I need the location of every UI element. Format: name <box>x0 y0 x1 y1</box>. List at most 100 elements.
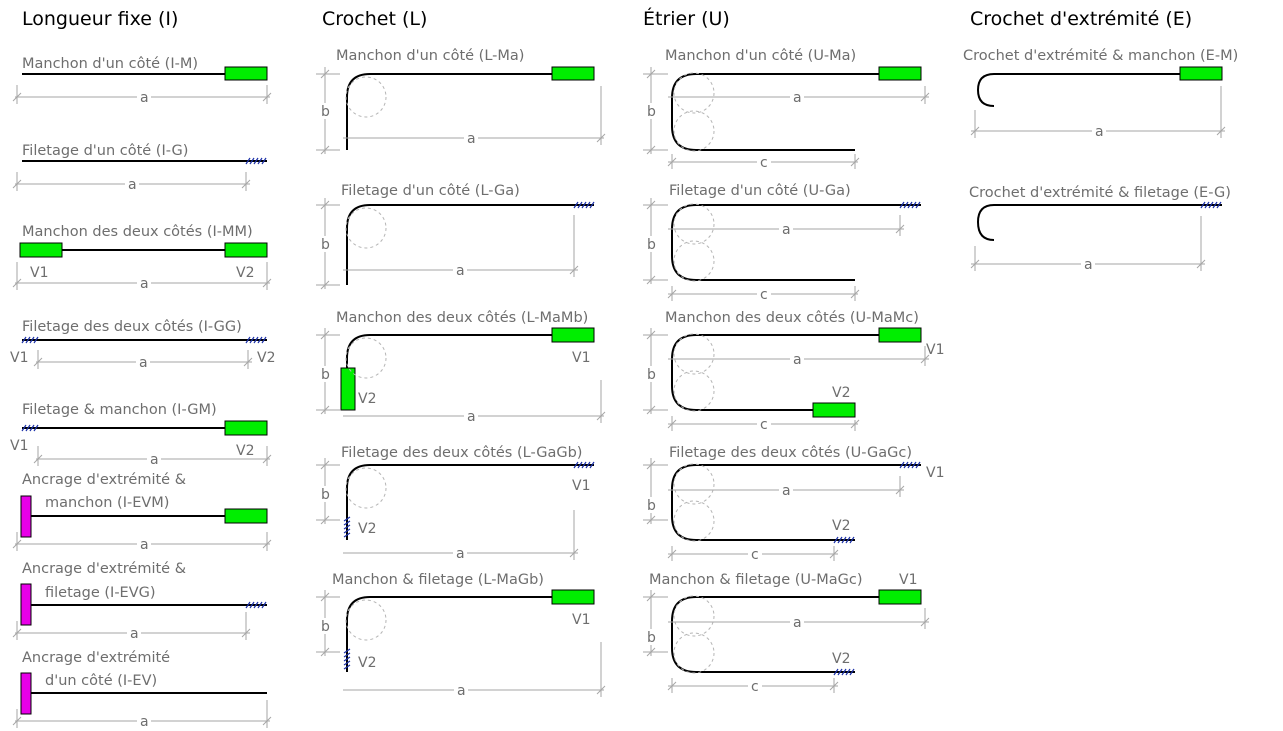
bar-line <box>976 73 1180 107</box>
label-v2: V2 <box>236 265 254 281</box>
coupler-sleeve-v2 <box>812 402 856 418</box>
bend-circle-bottom <box>673 370 715 412</box>
shape-L-Ga[interactable]: Filetage d'un côté (L-Ga) b a <box>316 183 595 290</box>
shape-caption: Manchon & filetage (L-MaGb) <box>332 572 544 588</box>
end-anchor-plate <box>20 495 32 538</box>
shape-caption-line2: filetage (I-EVG) <box>45 585 156 601</box>
shape-I-M[interactable]: Manchon d'un côté (I-M) a <box>12 56 272 106</box>
coupler-sleeve <box>551 66 595 81</box>
shape-U-GaGc[interactable]: Filetage des deux côtés (U-GaGc) V1 V2 b… <box>643 445 944 563</box>
bar-line <box>346 596 552 672</box>
dimension-label-a: a <box>128 177 137 193</box>
thread-marks <box>21 424 39 432</box>
shape-caption: Crochet d'extrémité & filetage (E-G) <box>969 185 1231 201</box>
coupler-sleeve <box>224 420 268 436</box>
dimension-label-b: b <box>647 498 656 514</box>
bar-line <box>671 596 879 673</box>
label-v2: V2 <box>832 518 850 534</box>
shape-caption: Manchon d'un côté (L-Ma) <box>336 48 524 64</box>
shape-caption: Manchon d'un côté (I-M) <box>22 56 198 72</box>
bar-line <box>671 334 879 411</box>
column-title-stirrup: Étrier (U) <box>643 7 730 30</box>
dimension-label-c: c <box>751 679 759 695</box>
label-v2: V2 <box>358 391 376 407</box>
dimension-label-b: b <box>321 487 330 503</box>
bar-line <box>346 73 552 150</box>
dimension-label-a: a <box>456 546 465 562</box>
bend-circle-top <box>673 463 715 505</box>
bar-line <box>976 204 1222 241</box>
shape-E-M[interactable]: Crochet d'extrémité & manchon (E-M) a <box>963 48 1238 140</box>
label-v1: V1 <box>926 342 944 358</box>
bend-circle-top <box>673 72 715 114</box>
dimension-b <box>643 590 668 657</box>
shape-L-Ma[interactable]: Manchon d'un côté (L-Ma) b a <box>316 48 606 155</box>
shape-caption: Crochet d'extrémité & manchon (E-M) <box>963 48 1238 64</box>
bend-circle <box>345 599 387 641</box>
thread-marks <box>1200 201 1222 209</box>
thread-marks <box>245 601 267 609</box>
thread-marks <box>573 201 595 209</box>
dimension-label-a: a <box>467 409 476 425</box>
label-v1: V1 <box>926 465 944 481</box>
shape-U-Ma[interactable]: Manchon d'un côté (U-Ma) b a c <box>643 48 930 171</box>
coupler-sleeve-v2 <box>340 367 356 411</box>
dimension-label-b: b <box>321 367 330 383</box>
dimension-label-a: a <box>140 276 149 292</box>
shape-caption: Manchon & filetage (U-MaGc) <box>649 572 863 588</box>
dimension-label-a: a <box>782 483 791 499</box>
coupler-sleeve-v2 <box>224 242 268 258</box>
dimension-label-b: b <box>321 237 330 253</box>
shape-caption: Manchon des deux côtés (U-MaMc) <box>665 310 919 326</box>
shape-I-EV[interactable]: Ancrage d'extrémité d'un côté (I-EV) a <box>12 650 272 730</box>
dimension-label-a: a <box>140 537 149 553</box>
label-v1: V1 <box>10 438 28 454</box>
dimension-label-a: a <box>130 626 139 642</box>
dimension-label-b: b <box>321 104 330 120</box>
shape-L-MaGb[interactable]: Manchon & filetage (L-MaGb) V1 V2 b a <box>316 572 606 699</box>
dimension-label-a: a <box>793 615 802 631</box>
bend-circle <box>345 337 387 379</box>
thread-marks-v2 <box>833 536 855 544</box>
coupler-sleeve <box>224 66 268 81</box>
coupler-sleeve-v1 <box>878 327 922 343</box>
shape-I-GM[interactable]: Filetage & manchon (I-GM) V1 V2 a <box>10 402 272 468</box>
shape-I-EVM[interactable]: Ancrage d'extrémité & manchon (I-EVM) a <box>12 472 272 553</box>
dimension-b <box>643 198 668 285</box>
label-v1: V1 <box>572 350 590 366</box>
bar-line <box>346 464 594 540</box>
shape-E-G[interactable]: Crochet d'extrémité & filetage (E-G) a <box>969 185 1231 273</box>
coupler-sleeve <box>1179 66 1223 81</box>
dimension-label-c: c <box>760 417 768 433</box>
bar-line <box>671 73 879 151</box>
label-v2: V2 <box>236 443 254 459</box>
shape-U-Ga[interactable]: Filetage d'un côté (U-Ga) b a c <box>643 183 921 303</box>
label-v2: V2 <box>358 521 376 537</box>
thread-marks-v1 <box>21 336 39 344</box>
shape-L-MaMb[interactable]: Manchon des deux côtés (L-MaMb) V1 V2 b … <box>316 310 606 425</box>
shape-I-MM[interactable]: Manchon des deux côtés (I-MM) V1 V2 a <box>12 224 272 292</box>
shape-U-MaMc[interactable]: Manchon des deux côtés (U-MaMc) V1 V2 b … <box>643 310 944 433</box>
shape-caption: Filetage d'un côté (U-Ga) <box>669 183 851 199</box>
end-anchor-plate <box>20 583 32 626</box>
label-v2: V2 <box>832 651 850 667</box>
dimension-label-a: a <box>793 352 802 368</box>
bend-circle-bottom <box>673 500 715 542</box>
shape-I-GG[interactable]: Filetage des deux côtés (I-GG) V1 V2 a <box>10 319 275 371</box>
shape-U-MaGc[interactable]: Manchon & filetage (U-MaGc) V1 V2 b a <box>643 572 930 695</box>
shape-caption: Manchon des deux côtés (L-MaMb) <box>336 310 588 326</box>
dimension-label-b: b <box>321 619 330 635</box>
shape-I-EVG[interactable]: Ancrage d'extrémité & filetage (I-EVG) a <box>12 561 267 642</box>
thread-marks-v1 <box>573 461 595 469</box>
bend-circle <box>345 467 387 509</box>
shape-caption-line1: Ancrage d'extrémité & <box>22 472 186 488</box>
shape-I-G[interactable]: Filetage d'un côté (I-G) a <box>12 143 267 193</box>
shape-caption-line1: Ancrage d'extrémité <box>22 650 170 666</box>
dimension-label-b: b <box>647 104 656 120</box>
shape-caption-line2: manchon (I-EVM) <box>45 495 169 511</box>
bar-line <box>671 204 921 281</box>
shape-caption: Manchon d'un côté (U-Ma) <box>665 48 856 64</box>
dimension-label-c: c <box>751 547 759 563</box>
shape-L-GaGb[interactable]: Filetage des deux côtés (L-GaGb) V1 V2 b… <box>316 445 595 562</box>
